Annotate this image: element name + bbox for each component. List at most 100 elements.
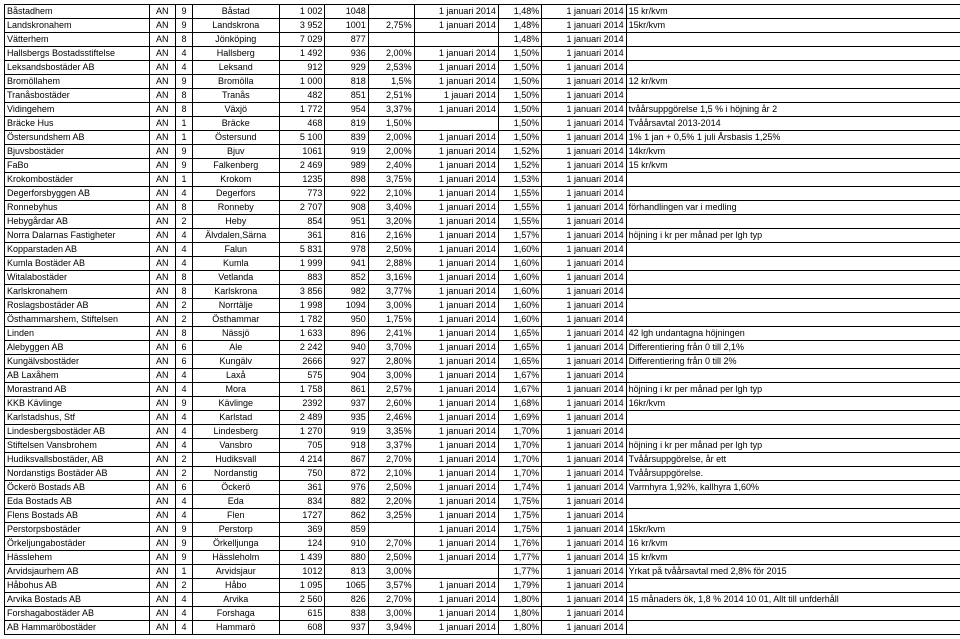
cell: Vätterhem [5,33,150,47]
cell: 3,77% [368,285,414,299]
cell: 1 januari 2014 [542,33,626,47]
table-row: Östersundshem ABAN1Östersund5 1008392,00… [5,131,960,145]
cell: Differentiering från 0 till 2% [626,355,960,369]
cell: 819 [325,117,368,131]
cell: 2 [176,467,193,481]
table-row: HässlehemAN9Hässleholm1 4398802,50%1 jan… [5,551,960,565]
cell: 4 [176,411,193,425]
cell: 1,60% [498,313,541,327]
cell: AN [149,327,176,341]
table-row: Bräcke HusAN1Bräcke4688191,50%1,50%1 jan… [5,117,960,131]
cell: AN [149,159,176,173]
cell: Hammarö [192,621,279,635]
cell: AN [149,5,176,19]
cell: 950 [325,313,368,327]
table-row: BromöllahemAN9Bromölla1 0008181,5%1 janu… [5,75,960,89]
cell: 922 [325,187,368,201]
cell: 976 [325,481,368,495]
table-row: Östhammarshem, StiftelsenAN2Östhammar1 7… [5,313,960,327]
cell: 818 [325,75,368,89]
cell: 1 januari 2014 [414,593,498,607]
cell [626,243,960,257]
cell: 919 [325,145,368,159]
cell: 1,76% [498,537,541,551]
cell [368,33,414,47]
cell: 1,55% [498,201,541,215]
cell [626,369,960,383]
cell: 1 januari 2014 [542,551,626,565]
cell: Lindesbergsbostäder AB [5,425,150,439]
cell: 3,40% [368,201,414,215]
cell: 2,50% [368,551,414,565]
cell: 9 [176,145,193,159]
cell: AN [149,89,176,103]
cell: 2 [176,579,193,593]
cell: Stiftelsen Vansbrohem [5,439,150,453]
cell: 3,00% [368,607,414,621]
cell: Nässjö [192,327,279,341]
cell: 1,67% [498,369,541,383]
cell: 1,50% [368,117,414,131]
cell: 1 januari 2014 [542,201,626,215]
cell: 2,70% [368,453,414,467]
cell: höjning i kr per månad per lgh typ [626,439,960,453]
cell: 1 januari 2014 [542,47,626,61]
cell: 896 [325,327,368,341]
cell: AN [149,481,176,495]
cell: AN [149,61,176,75]
cell: 1 januari 2014 [542,243,626,257]
cell: AN [149,621,176,635]
cell: 1,60% [498,271,541,285]
cell: 361 [279,229,325,243]
cell: 9 [176,523,193,537]
cell: 1,48% [498,5,541,19]
cell: 15 kr/kvm [626,551,960,565]
cell: 1 095 [279,579,325,593]
cell: AN [149,145,176,159]
cell: 1,48% [498,33,541,47]
cell: 1,55% [498,187,541,201]
cell: 1 januari 2014 [542,369,626,383]
cell: 1,60% [498,243,541,257]
cell: AN [149,397,176,411]
cell: Tvåårsuppgörelse. [626,467,960,481]
cell [414,565,498,579]
table-row: WitalabostäderAN8Vetlanda8838523,16%1 ja… [5,271,960,285]
cell: 1 januari 2014 [542,509,626,523]
cell: 826 [325,593,368,607]
cell: 4 214 [279,453,325,467]
cell: 880 [325,551,368,565]
cell [626,509,960,523]
cell: 1 januari 2014 [542,299,626,313]
cell: 1 januari 2014 [414,47,498,61]
cell: 4 [176,229,193,243]
cell: 941 [325,257,368,271]
cell: 1 januari 2014 [414,579,498,593]
cell: 904 [325,369,368,383]
cell: 2,53% [368,61,414,75]
table-row: TranåsbostäderAN8Tranås4828512,51%1 jaua… [5,89,960,103]
cell: 3 856 [279,285,325,299]
table-row: Öckerö Bostads ABAN6Öckerö3619762,50%1 j… [5,481,960,495]
cell: 1 januari 2014 [414,467,498,481]
cell: 1,79% [498,579,541,593]
cell: Karlskronahem [5,285,150,299]
table-row: Morastrand ABAN4Mora1 7588612,57%1 janua… [5,383,960,397]
cell: 1 januari 2014 [414,131,498,145]
cell: 867 [325,453,368,467]
cell: 1 januari 2014 [542,355,626,369]
cell: 4 [176,383,193,397]
cell: Landskrona [192,19,279,33]
cell: 1 januari 2014 [542,453,626,467]
cell: 1 januari 2014 [542,215,626,229]
cell: AB Laxåhem [5,369,150,383]
cell: Ronneby [192,201,279,215]
cell: Eda [192,495,279,509]
cell: 1 [176,131,193,145]
cell: Falun [192,243,279,257]
cell: 2,60% [368,397,414,411]
cell: Östhammar [192,313,279,327]
cell: 1 januari 2014 [414,355,498,369]
cell: 816 [325,229,368,243]
cell: 1 januari 2014 [414,509,498,523]
